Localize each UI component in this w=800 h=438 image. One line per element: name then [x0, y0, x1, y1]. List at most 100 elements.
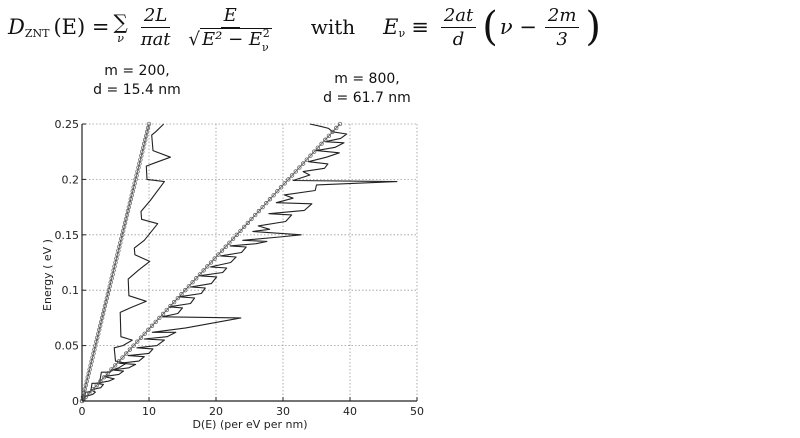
- series-2-marker: [85, 375, 90, 380]
- series-4-marker: [319, 141, 324, 146]
- series-2-marker: [107, 284, 112, 289]
- series-2-marker: [96, 331, 101, 336]
- series-2-marker: [95, 335, 100, 340]
- series-2-marker: [146, 121, 152, 127]
- series-2-marker: [94, 339, 99, 344]
- series-4-marker: [201, 268, 206, 273]
- annotation-m200-line1: m = 200,: [104, 63, 170, 79]
- series-2-marker: [140, 149, 145, 154]
- series-2-marker: [86, 371, 91, 376]
- series-4-marker: [197, 272, 203, 277]
- series-2-marker: [87, 367, 92, 372]
- series-4-marker: [208, 260, 214, 265]
- y-tick-label: 0.05: [55, 340, 80, 353]
- series-4-marker: [186, 284, 192, 289]
- series-1-line: [82, 123, 171, 402]
- series-4-marker: [157, 315, 162, 321]
- series-4-marker: [260, 204, 265, 210]
- series-2-marker: [116, 248, 121, 253]
- series-2-marker: [136, 165, 141, 170]
- series-4-marker: [120, 355, 125, 360]
- formula-paren-nu: ν −: [499, 15, 537, 39]
- series-2-marker: [100, 311, 106, 317]
- series-2-marker: [133, 177, 138, 182]
- series-2-marker: [83, 383, 88, 388]
- series-2-marker: [122, 220, 128, 226]
- series-4-marker: [164, 307, 169, 313]
- series-2-marker: [127, 200, 133, 206]
- formula-equiv: ≡: [411, 15, 429, 39]
- fraction-numerator: 2L: [140, 5, 171, 28]
- series-4-marker: [230, 236, 236, 241]
- series-4-marker: [219, 248, 225, 253]
- sum-index: ν: [117, 31, 124, 45]
- series-2-marker: [114, 256, 119, 261]
- series-4-marker: [153, 319, 158, 325]
- annotation-m800-line1: m = 800,: [334, 71, 400, 87]
- series-2-marker: [124, 212, 130, 218]
- series-2-marker: [103, 299, 109, 305]
- x-tick-label: 0: [79, 405, 86, 418]
- series-4-marker: [205, 264, 210, 269]
- series-2-marker: [121, 228, 126, 233]
- series-2-marker: [108, 280, 113, 285]
- series-2-marker: [141, 145, 146, 150]
- series-2-marker: [120, 232, 125, 237]
- series-2-marker: [144, 129, 150, 135]
- series-4-marker: [216, 252, 221, 257]
- x-tick-label: 40: [343, 405, 357, 418]
- chart-series: [79, 121, 398, 404]
- formula-sum: ∑ ν: [113, 10, 127, 45]
- series-4-marker: [241, 224, 247, 230]
- series-2-marker: [117, 244, 122, 249]
- series-2-marker: [118, 240, 123, 245]
- fraction-e-over-root: E √ E² − Eν2: [186, 5, 275, 54]
- dos-formula: D ZNT (E) = ∑ ν 2L πat E √ E² − Eν2 with E…: [8, 2, 748, 54]
- series-3-line: [81, 123, 398, 402]
- series-4-line: [81, 123, 341, 402]
- series-4-marker: [278, 185, 284, 190]
- series-4-marker: [234, 232, 239, 237]
- series-4-marker: [83, 394, 88, 400]
- series-4-marker: [183, 288, 188, 293]
- radical-body: E² − E: [202, 28, 263, 50]
- series-4-marker: [175, 295, 180, 301]
- series-2-marker: [115, 252, 120, 257]
- series-2-marker: [110, 272, 115, 277]
- x-axis-label: D(E) (per eV per nm): [192, 418, 307, 431]
- y-tick-label: 0.1: [62, 284, 80, 297]
- formula-rhs-sub: ν: [398, 26, 406, 40]
- series-2-marker: [88, 363, 93, 368]
- series-4-marker: [227, 240, 232, 245]
- series-4-marker: [142, 331, 147, 336]
- fraction-numerator: 2m: [544, 5, 580, 28]
- y-tick-label: 0.2: [62, 173, 80, 186]
- series-4-marker: [212, 256, 217, 261]
- series-2-marker: [125, 208, 131, 214]
- series-4-marker: [271, 193, 276, 198]
- series-4-marker: [194, 276, 199, 281]
- series-2-marker: [134, 173, 139, 178]
- formula-with-word: with: [310, 15, 356, 39]
- series-2-marker: [119, 236, 124, 241]
- series-2-marker: [113, 260, 118, 265]
- y-tick-label: 0.15: [55, 229, 80, 242]
- series-4-marker: [109, 367, 114, 372]
- series-4-marker: [256, 208, 262, 214]
- series-4-marker: [146, 327, 151, 332]
- series-4-marker: [179, 292, 184, 297]
- series-2-marker: [142, 141, 147, 146]
- series-4-marker: [293, 169, 298, 174]
- series-2-marker: [90, 355, 95, 360]
- series-4-marker: [168, 303, 173, 309]
- series-4-marker: [253, 212, 258, 218]
- series-4-marker: [238, 228, 243, 233]
- series-2-marker: [126, 204, 132, 210]
- series-2-marker: [104, 295, 110, 301]
- series-2-marker: [97, 327, 102, 332]
- paren-close: ): [585, 4, 602, 50]
- series-4-marker: [105, 371, 110, 376]
- series-2-marker: [145, 125, 151, 131]
- series-4-marker: [87, 390, 92, 396]
